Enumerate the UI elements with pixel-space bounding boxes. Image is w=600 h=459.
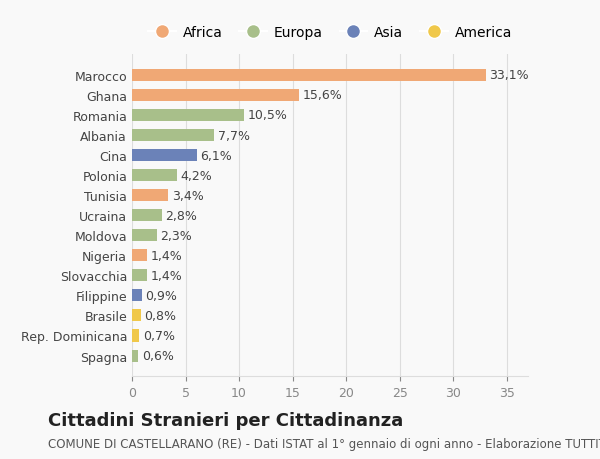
- Text: 4,2%: 4,2%: [180, 169, 212, 182]
- Text: 6,1%: 6,1%: [200, 149, 232, 162]
- Text: 0,8%: 0,8%: [144, 309, 176, 322]
- Bar: [132, 350, 139, 362]
- Bar: [132, 210, 162, 222]
- Bar: [132, 250, 147, 262]
- Text: COMUNE DI CASTELLARANO (RE) - Dati ISTAT al 1° gennaio di ogni anno - Elaborazio: COMUNE DI CASTELLARANO (RE) - Dati ISTAT…: [48, 437, 600, 450]
- Text: 0,9%: 0,9%: [145, 289, 177, 302]
- Text: 1,4%: 1,4%: [150, 269, 182, 282]
- Text: 7,7%: 7,7%: [218, 129, 250, 142]
- Bar: [132, 230, 157, 242]
- Text: 2,3%: 2,3%: [160, 229, 191, 242]
- Bar: [132, 270, 147, 282]
- Bar: [132, 70, 486, 82]
- Bar: [132, 110, 244, 122]
- Text: 15,6%: 15,6%: [302, 89, 342, 102]
- Text: 1,4%: 1,4%: [150, 249, 182, 262]
- Text: 2,8%: 2,8%: [165, 209, 197, 222]
- Bar: [132, 310, 140, 322]
- Bar: [132, 150, 197, 162]
- Text: 10,5%: 10,5%: [248, 109, 287, 122]
- Text: 0,6%: 0,6%: [142, 349, 173, 362]
- Bar: [132, 90, 299, 102]
- Bar: [132, 130, 214, 142]
- Text: Cittadini Stranieri per Cittadinanza: Cittadini Stranieri per Cittadinanza: [48, 411, 403, 429]
- Bar: [132, 330, 139, 342]
- Text: 0,7%: 0,7%: [143, 329, 175, 342]
- Bar: [132, 170, 177, 182]
- Text: 33,1%: 33,1%: [490, 69, 529, 82]
- Bar: [132, 290, 142, 302]
- Legend: Africa, Europa, Asia, America: Africa, Europa, Asia, America: [142, 20, 518, 45]
- Text: 3,4%: 3,4%: [172, 189, 203, 202]
- Bar: [132, 190, 169, 202]
